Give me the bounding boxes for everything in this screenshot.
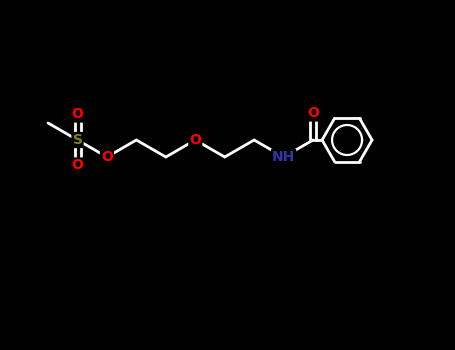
Text: O: O <box>71 107 83 121</box>
Text: O: O <box>71 159 83 173</box>
Text: S: S <box>72 133 82 147</box>
Text: O: O <box>307 106 319 120</box>
Text: NH: NH <box>272 150 295 164</box>
Text: O: O <box>101 150 113 164</box>
Text: O: O <box>189 133 201 147</box>
